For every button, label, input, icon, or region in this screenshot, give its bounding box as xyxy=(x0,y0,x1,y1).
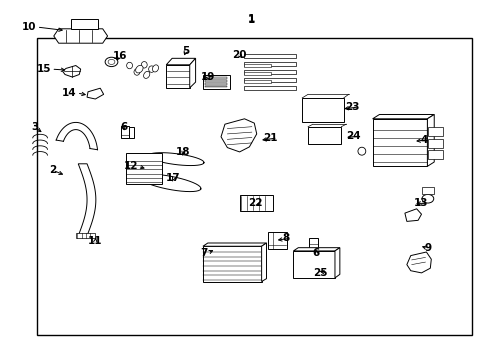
Circle shape xyxy=(105,57,118,67)
Bar xyxy=(308,238,317,248)
Text: 12: 12 xyxy=(123,161,138,171)
Ellipse shape xyxy=(141,62,147,68)
Ellipse shape xyxy=(134,69,140,75)
Bar xyxy=(302,98,343,122)
Text: 17: 17 xyxy=(166,173,181,183)
Bar xyxy=(244,78,295,82)
Polygon shape xyxy=(406,252,430,273)
Text: 19: 19 xyxy=(200,72,215,82)
Text: 18: 18 xyxy=(176,147,190,157)
Bar xyxy=(244,64,271,67)
Bar xyxy=(239,195,272,211)
Text: 7: 7 xyxy=(200,248,207,258)
Text: 6: 6 xyxy=(312,248,319,258)
Polygon shape xyxy=(293,248,339,251)
Text: 5: 5 xyxy=(182,46,189,56)
Bar xyxy=(244,62,295,66)
Polygon shape xyxy=(54,29,107,43)
Bar xyxy=(307,127,341,144)
Bar xyxy=(203,246,261,282)
Polygon shape xyxy=(148,153,203,166)
Ellipse shape xyxy=(143,71,149,78)
Text: 24: 24 xyxy=(346,131,360,141)
Polygon shape xyxy=(334,248,339,278)
Bar xyxy=(267,232,286,249)
Text: 20: 20 xyxy=(232,50,246,60)
Polygon shape xyxy=(404,209,421,221)
Bar xyxy=(37,38,471,335)
Bar xyxy=(244,70,295,74)
Text: 15: 15 xyxy=(37,64,51,74)
Bar xyxy=(421,187,433,194)
Polygon shape xyxy=(372,114,433,119)
Text: 11: 11 xyxy=(88,236,102,246)
Bar xyxy=(125,153,162,184)
Bar xyxy=(204,83,227,85)
Circle shape xyxy=(421,194,433,203)
Text: 23: 23 xyxy=(344,102,359,112)
Text: 6: 6 xyxy=(120,122,127,132)
Ellipse shape xyxy=(148,66,154,72)
Ellipse shape xyxy=(357,147,365,155)
Bar xyxy=(71,19,98,29)
Bar xyxy=(372,119,427,166)
Polygon shape xyxy=(189,58,195,88)
Bar xyxy=(244,54,295,58)
Polygon shape xyxy=(62,66,81,77)
Ellipse shape xyxy=(152,65,158,72)
Text: 25: 25 xyxy=(312,268,327,278)
Text: 22: 22 xyxy=(248,198,263,208)
Text: 8: 8 xyxy=(282,233,289,243)
Bar xyxy=(427,139,442,148)
Polygon shape xyxy=(221,119,256,152)
Polygon shape xyxy=(139,174,201,192)
Bar xyxy=(204,77,227,79)
Polygon shape xyxy=(203,243,266,246)
Bar xyxy=(204,80,227,82)
Bar xyxy=(121,126,129,138)
Text: 4: 4 xyxy=(420,135,427,145)
Bar xyxy=(204,86,227,87)
Circle shape xyxy=(108,59,115,64)
Text: 13: 13 xyxy=(412,198,427,208)
Polygon shape xyxy=(78,164,96,236)
Bar xyxy=(128,127,134,138)
Ellipse shape xyxy=(135,65,143,73)
Polygon shape xyxy=(261,243,266,282)
Polygon shape xyxy=(166,58,195,65)
Polygon shape xyxy=(87,88,103,99)
Polygon shape xyxy=(427,114,433,166)
Bar xyxy=(203,75,229,89)
Bar xyxy=(76,233,95,238)
Bar xyxy=(427,150,442,159)
Bar xyxy=(244,80,271,83)
Text: 16: 16 xyxy=(112,51,127,61)
Bar xyxy=(244,72,271,75)
Text: 9: 9 xyxy=(424,243,430,253)
Bar xyxy=(293,251,334,278)
Text: 1: 1 xyxy=(248,15,255,25)
Polygon shape xyxy=(166,65,189,88)
Bar xyxy=(427,127,442,136)
Text: 10: 10 xyxy=(22,22,37,32)
Text: 1: 1 xyxy=(248,14,255,24)
Text: 3: 3 xyxy=(31,122,38,132)
Bar xyxy=(244,86,295,90)
Text: 2: 2 xyxy=(49,165,56,175)
Text: 14: 14 xyxy=(62,88,77,98)
Text: 21: 21 xyxy=(263,133,277,143)
Ellipse shape xyxy=(126,62,132,69)
